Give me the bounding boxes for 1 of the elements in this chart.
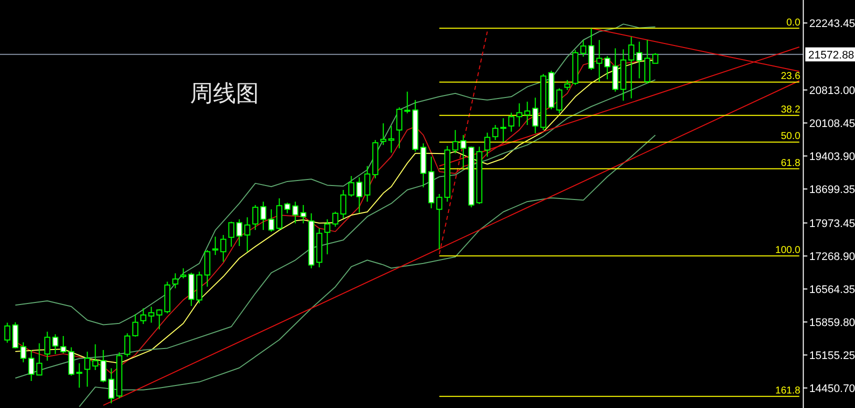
title: 周线图 xyxy=(190,81,259,107)
